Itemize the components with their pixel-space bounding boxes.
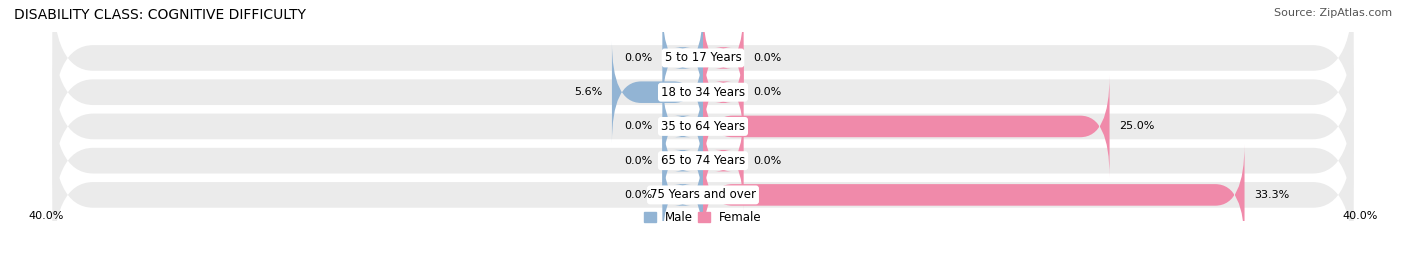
FancyBboxPatch shape [703, 7, 744, 109]
Text: Source: ZipAtlas.com: Source: ZipAtlas.com [1274, 8, 1392, 18]
FancyBboxPatch shape [703, 144, 1244, 246]
Text: DISABILITY CLASS: COGNITIVE DIFFICULTY: DISABILITY CLASS: COGNITIVE DIFFICULTY [14, 8, 307, 22]
Text: 0.0%: 0.0% [624, 53, 652, 63]
FancyBboxPatch shape [703, 110, 744, 211]
Text: 40.0%: 40.0% [28, 211, 63, 221]
Text: 0.0%: 0.0% [624, 190, 652, 200]
FancyBboxPatch shape [52, 0, 1354, 131]
FancyBboxPatch shape [703, 76, 1109, 177]
Text: 35 to 64 Years: 35 to 64 Years [661, 120, 745, 133]
Text: 40.0%: 40.0% [1343, 211, 1378, 221]
Text: 18 to 34 Years: 18 to 34 Years [661, 86, 745, 99]
Text: 33.3%: 33.3% [1254, 190, 1289, 200]
Text: 65 to 74 Years: 65 to 74 Years [661, 154, 745, 167]
Text: 0.0%: 0.0% [754, 87, 782, 97]
Text: 75 Years and over: 75 Years and over [650, 188, 756, 201]
FancyBboxPatch shape [662, 76, 703, 177]
FancyBboxPatch shape [52, 54, 1354, 199]
Legend: Male, Female: Male, Female [644, 211, 762, 224]
FancyBboxPatch shape [612, 41, 703, 143]
Text: 0.0%: 0.0% [754, 53, 782, 63]
Text: 5 to 17 Years: 5 to 17 Years [665, 51, 741, 65]
FancyBboxPatch shape [662, 7, 703, 109]
Text: 0.0%: 0.0% [624, 156, 652, 166]
FancyBboxPatch shape [662, 110, 703, 211]
Text: 5.6%: 5.6% [574, 87, 602, 97]
Text: 0.0%: 0.0% [754, 156, 782, 166]
Text: 0.0%: 0.0% [624, 121, 652, 132]
FancyBboxPatch shape [52, 122, 1354, 268]
FancyBboxPatch shape [662, 144, 703, 246]
FancyBboxPatch shape [52, 88, 1354, 233]
Text: 25.0%: 25.0% [1119, 121, 1154, 132]
FancyBboxPatch shape [52, 19, 1354, 165]
FancyBboxPatch shape [703, 41, 744, 143]
